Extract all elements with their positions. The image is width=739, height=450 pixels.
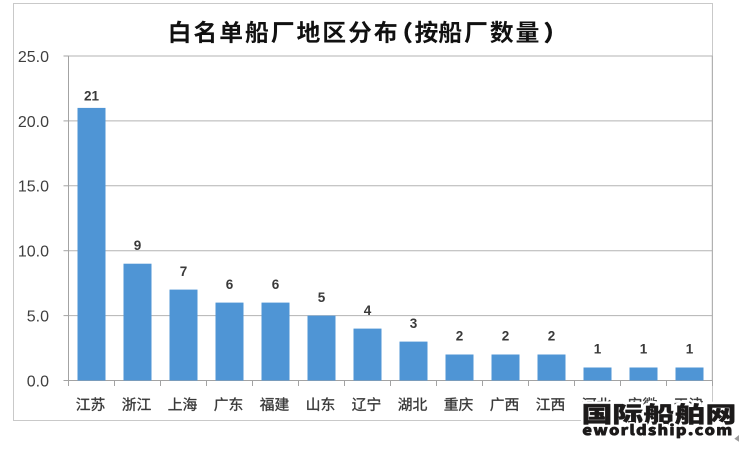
svg-text:1: 1 xyxy=(640,342,648,357)
svg-text:9: 9 xyxy=(134,238,142,253)
svg-text:2: 2 xyxy=(502,329,510,344)
svg-text:5: 5 xyxy=(318,290,326,305)
svg-text:7: 7 xyxy=(180,264,188,279)
svg-text:4: 4 xyxy=(364,303,372,318)
svg-text:10.0: 10.0 xyxy=(18,244,49,261)
svg-text:20.0: 20.0 xyxy=(18,114,49,131)
svg-text:2: 2 xyxy=(548,329,556,344)
svg-text:6: 6 xyxy=(226,277,234,292)
svg-text:6: 6 xyxy=(272,277,280,292)
svg-text:1: 1 xyxy=(686,342,694,357)
svg-text:3: 3 xyxy=(410,316,418,331)
svg-text:15.0: 15.0 xyxy=(18,179,49,196)
svg-text:2: 2 xyxy=(456,329,464,344)
svg-text:25.0: 25.0 xyxy=(18,49,49,66)
svg-text:5.0: 5.0 xyxy=(27,308,49,325)
svg-text:21: 21 xyxy=(84,88,100,103)
svg-text:0.0: 0.0 xyxy=(27,373,49,390)
svg-text:1: 1 xyxy=(594,342,602,357)
